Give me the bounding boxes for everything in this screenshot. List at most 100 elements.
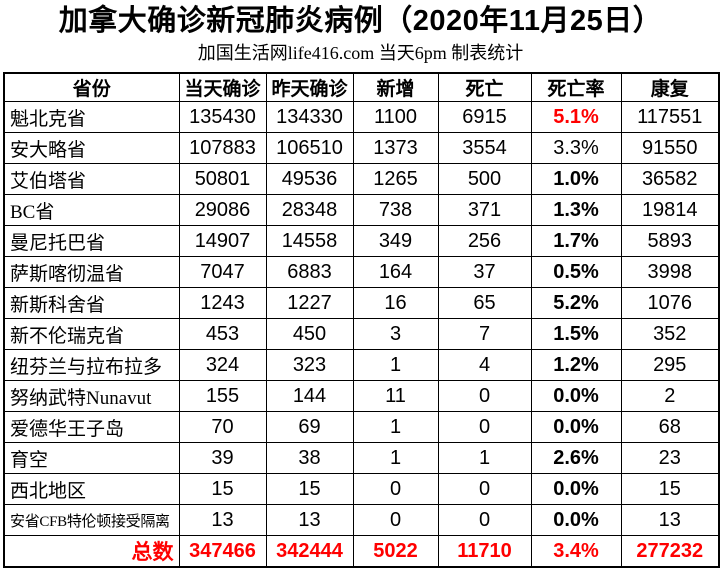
cell-new-cases: 3 — [352, 318, 439, 350]
cell-today: 70 — [178, 411, 267, 443]
page: 加拿大确诊新冠肺炎病例（2020年11月25日） 加国生活网life416.co… — [3, 5, 720, 568]
total-deaths: 11710 — [437, 535, 532, 568]
cell-province: 萨斯喀彻温省 — [3, 256, 180, 288]
table-row: 新不伦瑞克省 453 450 3 7 1.5% 352 — [3, 318, 720, 350]
cell-deaths: 0 — [437, 411, 532, 443]
cell-new-cases: 11 — [352, 380, 439, 412]
table-footer: 总数 347466 342444 5022 11710 3.4% 277232 — [3, 535, 720, 568]
column-header-confirmed-today: 当天确诊 — [178, 72, 267, 102]
cell-today: 29086 — [178, 194, 267, 226]
cell-yesterday: 106510 — [265, 132, 354, 164]
cell-recovered: 15 — [620, 473, 720, 505]
column-header-new-cases: 新增 — [352, 72, 439, 102]
cell-deaths: 256 — [437, 225, 532, 257]
cell-recovered: 19814 — [620, 194, 720, 226]
cell-yesterday: 38 — [265, 442, 354, 474]
cell-yesterday: 69 — [265, 411, 354, 443]
cell-recovered: 36582 — [620, 163, 720, 195]
cell-deaths: 4 — [437, 349, 532, 381]
table-row: 安省CFB特伦顿接受隔离 13 13 0 0 0.0% 13 — [3, 504, 720, 536]
header-row: 省份 当天确诊 昨天确诊 新增 死亡 死亡率 康复 — [3, 72, 720, 102]
cell-new-cases: 0 — [352, 473, 439, 505]
table-row: 安大略省 107883 106510 1373 3554 3.3% 91550 — [3, 132, 720, 164]
cell-death-rate: 5.2% — [530, 287, 622, 319]
cell-yesterday: 144 — [265, 380, 354, 412]
cell-yesterday: 13 — [265, 504, 354, 536]
table-header: 省份 当天确诊 昨天确诊 新增 死亡 死亡率 康复 — [3, 72, 720, 102]
cell-today: 50801 — [178, 163, 267, 195]
cell-death-rate: 1.5% — [530, 318, 622, 350]
cell-yesterday: 28348 — [265, 194, 354, 226]
cell-province: 育空 — [3, 442, 180, 474]
table-row: 西北地区 15 15 0 0 0.0% 15 — [3, 473, 720, 505]
cell-today: 7047 — [178, 256, 267, 288]
cell-recovered: 352 — [620, 318, 720, 350]
cell-death-rate: 1.7% — [530, 225, 622, 257]
table-row: 育空 39 38 1 1 2.6% 23 — [3, 442, 720, 474]
cell-province: 爱德华王子岛 — [3, 411, 180, 443]
cell-province: 曼尼托巴省 — [3, 225, 180, 257]
cell-death-rate: 2.6% — [530, 442, 622, 474]
cell-province: 努纳武特Nunavut — [3, 380, 180, 412]
cell-today: 39 — [178, 442, 267, 474]
page-title: 加拿大确诊新冠肺炎病例（2020年11月25日） — [58, 5, 663, 37]
cell-new-cases: 1 — [352, 349, 439, 381]
cell-province: 安省CFB特伦顿接受隔离 — [3, 504, 180, 536]
cell-death-rate: 0.5% — [530, 256, 622, 288]
cell-new-cases: 349 — [352, 225, 439, 257]
cell-deaths: 7 — [437, 318, 532, 350]
cell-death-rate: 1.2% — [530, 349, 622, 381]
cell-recovered: 117551 — [620, 101, 720, 133]
cell-deaths: 500 — [437, 163, 532, 195]
cell-yesterday: 15 — [265, 473, 354, 505]
table-row: 曼尼托巴省 14907 14558 349 256 1.7% 5893 — [3, 225, 720, 257]
cell-yesterday: 49536 — [265, 163, 354, 195]
cell-recovered: 295 — [620, 349, 720, 381]
cell-province: 艾伯塔省 — [3, 163, 180, 195]
cell-new-cases: 1373 — [352, 132, 439, 164]
cell-province: 安大略省 — [3, 132, 180, 164]
total-confirmed-today: 347466 — [178, 535, 267, 568]
cell-province: 西北地区 — [3, 473, 180, 505]
cell-province: 纽芬兰与拉布拉多 — [3, 349, 180, 381]
cell-today: 13 — [178, 504, 267, 536]
cell-new-cases: 16 — [352, 287, 439, 319]
cell-deaths: 37 — [437, 256, 532, 288]
cell-deaths: 0 — [437, 473, 532, 505]
column-header-confirmed-yesterday: 昨天确诊 — [265, 72, 354, 102]
cell-new-cases: 0 — [352, 504, 439, 536]
table-row: 纽芬兰与拉布拉多 324 323 1 4 1.2% 295 — [3, 349, 720, 381]
page-subtitle: 加国生活网life416.com 当天6pm 制表统计 — [197, 43, 524, 63]
total-recovered: 277232 — [620, 535, 720, 568]
cell-yesterday: 134330 — [265, 101, 354, 133]
cell-recovered: 3998 — [620, 256, 720, 288]
cell-yesterday: 1227 — [265, 287, 354, 319]
cell-today: 1243 — [178, 287, 267, 319]
table-row: 爱德华王子岛 70 69 1 0 0.0% 68 — [3, 411, 720, 443]
cell-recovered: 91550 — [620, 132, 720, 164]
cell-death-rate: 1.3% — [530, 194, 622, 226]
cell-today: 107883 — [178, 132, 267, 164]
cell-new-cases: 164 — [352, 256, 439, 288]
column-header-province: 省份 — [3, 72, 180, 102]
column-header-death-rate: 死亡率 — [530, 72, 622, 102]
cell-yesterday: 450 — [265, 318, 354, 350]
cell-today: 15 — [178, 473, 267, 505]
covid-stats-table: 省份 当天确诊 昨天确诊 新增 死亡 死亡率 康复 魁北克省 135430 1343… — [3, 72, 720, 568]
table-row: 魁北克省 135430 134330 1100 6915 5.1% 117551 — [3, 101, 720, 133]
cell-recovered: 13 — [620, 504, 720, 536]
cell-recovered: 68 — [620, 411, 720, 443]
cell-deaths: 6915 — [437, 101, 532, 133]
cell-recovered: 1076 — [620, 287, 720, 319]
cell-death-rate: 5.1% — [530, 101, 622, 133]
cell-province: 新不伦瑞克省 — [3, 318, 180, 350]
cell-death-rate: 3.3% — [530, 132, 622, 164]
cell-new-cases: 1265 — [352, 163, 439, 195]
table-row: BC省 29086 28348 738 371 1.3% 19814 — [3, 194, 720, 226]
column-header-deaths: 死亡 — [437, 72, 532, 102]
cell-deaths: 3554 — [437, 132, 532, 164]
total-death-rate: 3.4% — [530, 535, 622, 568]
cell-death-rate: 0.0% — [530, 380, 622, 412]
cell-new-cases: 1 — [352, 411, 439, 443]
total-row: 总数 347466 342444 5022 11710 3.4% 277232 — [3, 535, 720, 568]
